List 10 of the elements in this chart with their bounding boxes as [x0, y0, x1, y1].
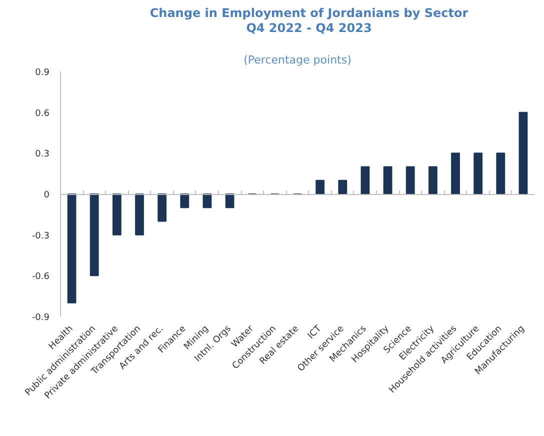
y-tick-label: 0 — [44, 190, 50, 200]
y-tick-label: 0.6 — [35, 108, 50, 119]
chart-title: Change in Employment of Jordanians by Sector Q4 2022 - Q4 2023 — [148, 6, 470, 36]
y-tick-label: -0.6 — [32, 272, 50, 282]
y-tick-label: -0.3 — [32, 231, 50, 242]
y-tick-label: 0.3 — [35, 150, 50, 160]
y-tick-label: 0.9 — [35, 68, 50, 78]
x-tick-label: ICT — [306, 324, 324, 342]
chart-subtitle: (Percentage points) — [244, 54, 352, 66]
y-tick-label: -0.9 — [32, 313, 50, 323]
